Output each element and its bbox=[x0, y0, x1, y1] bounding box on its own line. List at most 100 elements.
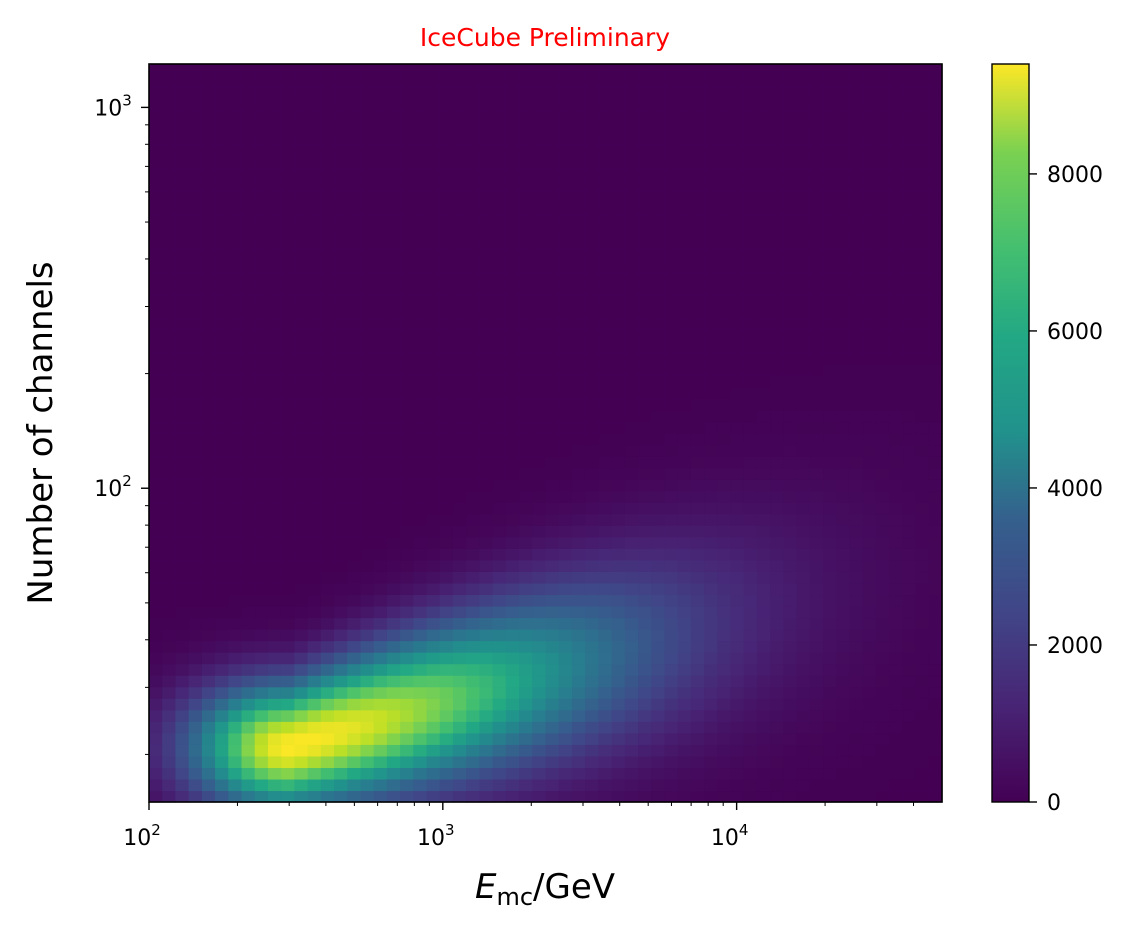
heatmap-cell bbox=[188, 317, 203, 330]
heatmap-cell bbox=[770, 467, 784, 480]
heatmap-cell bbox=[558, 340, 573, 353]
heatmap-cell bbox=[730, 686, 745, 699]
heatmap-cell bbox=[505, 617, 520, 630]
heatmap-cell bbox=[413, 709, 428, 722]
heatmap-cell bbox=[730, 87, 745, 100]
heatmap-cell bbox=[611, 352, 626, 365]
heatmap-cell bbox=[651, 144, 666, 157]
heatmap-cell bbox=[479, 686, 494, 699]
heatmap-cell bbox=[373, 260, 388, 273]
heatmap-cell bbox=[770, 75, 784, 88]
heatmap-cell bbox=[532, 98, 547, 111]
heatmap-cell bbox=[215, 179, 229, 192]
heatmap-cell bbox=[809, 698, 824, 711]
heatmap-cell bbox=[492, 75, 507, 88]
heatmap-cell bbox=[638, 744, 652, 757]
heatmap-cell bbox=[492, 225, 507, 238]
heatmap-cell bbox=[492, 790, 507, 803]
heatmap-cell bbox=[201, 790, 216, 803]
heatmap-cell bbox=[651, 294, 666, 307]
heatmap-cell bbox=[809, 236, 824, 250]
heatmap-cell bbox=[664, 629, 679, 642]
heatmap-cell bbox=[849, 594, 864, 607]
heatmap-cell bbox=[902, 755, 917, 769]
heatmap-cell bbox=[413, 409, 428, 423]
heatmap-cell bbox=[400, 352, 414, 365]
heatmap-cell bbox=[743, 640, 758, 653]
heatmap-cell bbox=[928, 398, 943, 411]
heatmap-cell bbox=[598, 236, 613, 250]
heatmap-cell bbox=[175, 548, 190, 561]
heatmap-cell bbox=[505, 340, 520, 353]
heatmap-cell bbox=[307, 582, 322, 596]
heatmap-cell bbox=[452, 525, 467, 538]
heatmap-cell bbox=[426, 236, 441, 250]
heatmap-cell bbox=[928, 605, 943, 619]
heatmap-cell bbox=[875, 329, 890, 342]
heatmap-cell bbox=[492, 652, 507, 665]
heatmap-cell bbox=[215, 260, 229, 273]
heatmap-cell bbox=[928, 652, 943, 665]
heatmap-cell bbox=[823, 294, 837, 307]
heatmap-cell bbox=[836, 225, 851, 238]
heatmap-cell bbox=[677, 202, 692, 215]
heatmap-cell bbox=[796, 144, 811, 157]
heatmap-cell bbox=[770, 513, 784, 526]
heatmap-cell bbox=[651, 721, 666, 734]
heatmap-cell bbox=[862, 767, 877, 780]
heatmap-cell bbox=[770, 110, 784, 123]
heatmap-cell bbox=[347, 582, 362, 596]
heatmap-cell bbox=[875, 444, 890, 457]
heatmap-cell bbox=[413, 629, 428, 642]
heatmap-cell bbox=[307, 790, 322, 803]
heatmap-cell bbox=[175, 617, 190, 630]
heatmap-cell bbox=[519, 133, 533, 146]
heatmap-cell bbox=[373, 652, 388, 665]
heatmap-cell bbox=[439, 767, 454, 780]
heatmap-cell bbox=[875, 75, 890, 88]
heatmap-cell bbox=[466, 409, 481, 423]
heatmap-cell bbox=[426, 479, 441, 492]
heatmap-cell bbox=[505, 433, 520, 446]
heatmap-cell bbox=[915, 363, 930, 376]
heatmap-cell bbox=[466, 755, 481, 769]
heatmap-cell bbox=[267, 605, 282, 619]
heatmap-cell bbox=[651, 490, 666, 503]
heatmap-cell bbox=[400, 444, 414, 457]
heatmap-cell bbox=[281, 167, 295, 180]
heatmap-cell bbox=[928, 98, 943, 111]
heatmap-cell bbox=[254, 744, 269, 757]
heatmap-cell bbox=[466, 444, 481, 457]
heatmap-cell bbox=[770, 271, 784, 284]
heatmap-cell bbox=[717, 513, 732, 526]
heatmap-cell bbox=[267, 236, 282, 250]
heatmap-cell bbox=[928, 167, 943, 180]
heatmap-cell bbox=[294, 686, 309, 699]
heatmap-cell bbox=[862, 110, 877, 123]
heatmap-cell bbox=[320, 502, 335, 515]
heatmap-cell bbox=[756, 433, 771, 446]
heatmap-cell bbox=[492, 686, 507, 699]
heatmap-cell bbox=[254, 409, 269, 423]
heatmap-cell bbox=[426, 686, 441, 699]
heatmap-cell bbox=[571, 386, 586, 400]
heatmap-cell bbox=[479, 732, 494, 745]
heatmap-cell bbox=[294, 144, 309, 157]
heatmap-cell bbox=[611, 479, 626, 492]
heatmap-cell bbox=[624, 260, 639, 273]
heatmap-cell bbox=[928, 433, 943, 446]
heatmap-cell bbox=[505, 479, 520, 492]
heatmap-cell bbox=[624, 363, 639, 376]
heatmap-cell bbox=[664, 652, 679, 665]
heatmap-cell bbox=[796, 744, 811, 757]
heatmap-cell bbox=[902, 548, 917, 561]
heatmap-cell bbox=[281, 306, 295, 319]
heatmap-cell bbox=[307, 87, 322, 100]
heatmap-cell bbox=[624, 755, 639, 769]
heatmap-cell bbox=[902, 248, 917, 261]
heatmap-cell bbox=[862, 64, 877, 77]
heatmap-cell bbox=[479, 110, 494, 123]
heatmap-cell bbox=[254, 317, 269, 330]
heatmap-cell bbox=[889, 167, 903, 180]
heatmap-cell bbox=[585, 778, 599, 792]
